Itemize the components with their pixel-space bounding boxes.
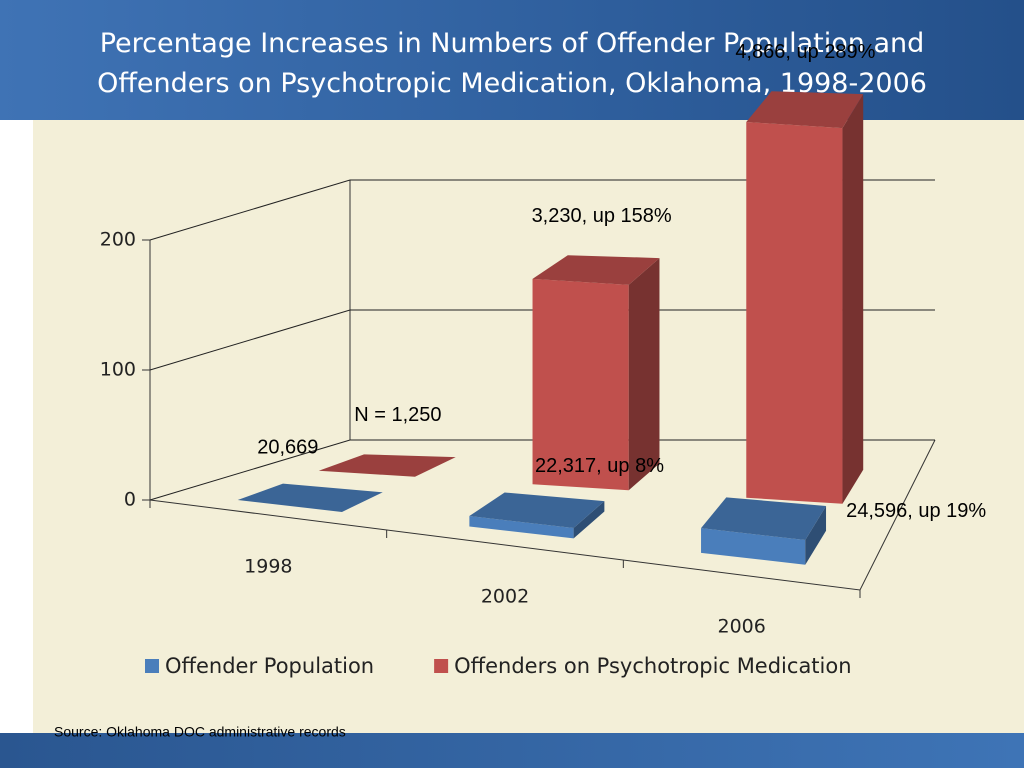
data-annotation: 3,230, up 158% <box>532 205 672 227</box>
footer-band <box>0 733 1024 768</box>
source: Source: Oklahoma DOC administrative reco… <box>54 724 346 740</box>
bar <box>532 255 660 491</box>
data-annotation: 24,596, up 19% <box>846 500 986 522</box>
bar <box>746 91 864 504</box>
y-tick-label: 200 <box>100 229 136 251</box>
bar <box>318 454 456 477</box>
grid-line <box>149 179 935 241</box>
bar-top <box>701 497 827 541</box>
grid-line <box>149 439 935 501</box>
bar <box>701 497 827 565</box>
bar-side <box>573 501 605 539</box>
bar-top <box>532 255 660 285</box>
bar-top <box>318 454 456 477</box>
bar-front <box>701 528 806 565</box>
bar-side <box>805 506 827 565</box>
x-tick-label: 2002 <box>481 586 529 608</box>
bar <box>469 492 605 539</box>
x-tick-label: 2006 <box>717 616 765 638</box>
data-annotation: 22,317, up 8% <box>535 455 664 477</box>
y-tick-label: 100 <box>100 359 136 381</box>
data-annotation: N = 1,250 <box>354 404 441 426</box>
data-annotation: 20,669 <box>257 436 318 458</box>
bar-top <box>746 91 864 129</box>
bar-side <box>628 258 660 491</box>
bar <box>237 483 383 512</box>
bar-top <box>237 483 383 512</box>
bar-front <box>746 122 843 504</box>
legend-label: Offender Population <box>165 654 374 678</box>
bar-front <box>469 516 574 539</box>
legend-swatch <box>434 659 449 673</box>
bar-top <box>469 492 605 528</box>
grid-line <box>149 309 935 371</box>
bar-side <box>842 94 864 504</box>
legend-label: Offenders on Psychotropic Medication <box>454 654 851 678</box>
legend-swatch <box>145 659 159 673</box>
header: Percentage Increases in Numbers of Offen… <box>0 0 1024 120</box>
y-tick-label: 0 <box>124 489 136 511</box>
data-annotation: 4,866, up 289% <box>735 41 875 63</box>
x-tick-label: 1998 <box>244 556 292 578</box>
bar-front <box>532 278 629 491</box>
